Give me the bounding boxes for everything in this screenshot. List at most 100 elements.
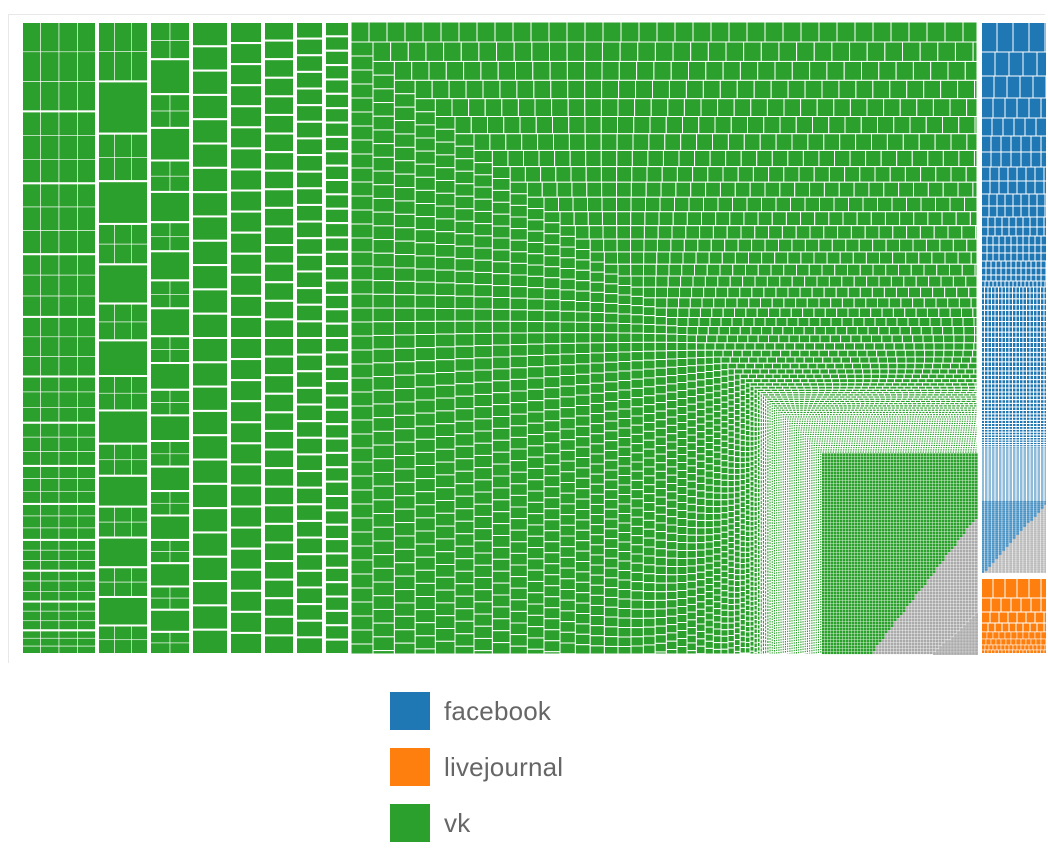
vk-cell[interactable] — [589, 423, 605, 435]
vk-cell[interactable] — [654, 419, 667, 429]
vk-cell[interactable] — [473, 613, 493, 627]
vk-cell[interactable] — [836, 307, 849, 319]
vk-cell[interactable] — [58, 645, 78, 655]
vk-cell[interactable] — [509, 622, 528, 636]
vk-cell[interactable] — [859, 263, 874, 277]
vk-cell[interactable] — [630, 636, 644, 647]
vk-cell[interactable] — [21, 503, 41, 517]
vk-cell[interactable] — [414, 556, 436, 571]
vk-cell[interactable] — [932, 286, 946, 299]
vk-cell[interactable] — [712, 133, 729, 151]
vk-cell[interactable] — [654, 324, 667, 335]
vk-cell[interactable] — [574, 519, 591, 531]
vk-cell[interactable] — [739, 484, 746, 492]
vk-cell[interactable] — [733, 574, 741, 582]
vk-cell[interactable] — [720, 616, 729, 624]
vk-cell[interactable] — [473, 320, 493, 334]
vk-cell[interactable] — [149, 175, 171, 193]
vk-cell[interactable] — [350, 69, 374, 85]
vk-cell[interactable] — [834, 342, 845, 351]
vk-cell[interactable] — [753, 553, 758, 559]
vk-cell[interactable] — [727, 591, 735, 599]
vk-cell[interactable] — [896, 149, 913, 168]
vk-cell[interactable] — [854, 373, 864, 380]
vk-cell[interactable] — [908, 21, 928, 43]
vk-cell[interactable] — [794, 342, 806, 351]
vk-cell[interactable] — [669, 251, 684, 265]
vk-cell[interactable] — [686, 442, 697, 451]
vk-cell[interactable] — [744, 509, 751, 516]
vk-cell[interactable] — [21, 515, 41, 529]
vk-cell[interactable] — [974, 116, 978, 135]
vk-cell[interactable] — [791, 133, 809, 151]
vk-cell[interactable] — [789, 349, 801, 358]
vk-cell[interactable] — [733, 485, 741, 493]
vk-cell[interactable] — [543, 607, 561, 620]
vk-cell[interactable] — [295, 470, 324, 489]
vk-cell[interactable] — [869, 382, 878, 387]
vk-cell[interactable] — [526, 208, 545, 221]
vk-cell[interactable] — [763, 286, 777, 299]
vk-cell[interactable] — [643, 225, 659, 240]
vk-cell[interactable] — [350, 265, 374, 281]
vk-cell[interactable] — [745, 362, 756, 370]
vk-cell[interactable] — [40, 451, 60, 467]
vk-cell[interactable] — [947, 60, 966, 81]
vk-cell[interactable] — [658, 211, 674, 227]
vk-cell[interactable] — [744, 456, 751, 463]
vk-cell[interactable] — [350, 279, 374, 295]
vk-cell[interactable] — [630, 525, 644, 537]
vk-cell[interactable] — [925, 238, 941, 253]
vk-cell[interactable] — [324, 366, 350, 382]
vk-cell[interactable] — [695, 542, 706, 551]
vk-cell[interactable] — [40, 230, 60, 255]
vk-cell[interactable] — [733, 468, 741, 475]
vk-cell[interactable] — [961, 225, 977, 240]
vk-cell[interactable] — [550, 79, 569, 100]
vk-cell[interactable] — [727, 442, 735, 451]
vk-cell[interactable] — [722, 349, 734, 358]
vk-cell[interactable] — [818, 297, 832, 309]
vk-cell[interactable] — [630, 470, 644, 481]
vk-cell[interactable] — [712, 404, 722, 412]
vk-cell[interactable] — [737, 334, 749, 344]
vk-cell[interactable] — [826, 60, 845, 81]
vk-cell[interactable] — [720, 564, 729, 572]
vk-cell[interactable] — [630, 553, 644, 564]
vk-cell[interactable] — [878, 362, 889, 370]
vk-cell[interactable] — [149, 191, 191, 223]
vk-cell[interactable] — [753, 539, 758, 545]
vk-cell[interactable] — [473, 186, 493, 200]
vk-cell[interactable] — [169, 440, 191, 455]
vk-cell[interactable] — [885, 317, 898, 327]
vk-cell[interactable] — [676, 494, 688, 503]
vk-cell[interactable] — [350, 517, 374, 533]
vk-cell[interactable] — [883, 181, 900, 198]
vk-cell[interactable] — [720, 421, 729, 429]
vk-cell[interactable] — [799, 349, 810, 358]
vk-cell[interactable] — [509, 506, 528, 520]
vk-cell[interactable] — [630, 562, 644, 573]
vk-cell[interactable] — [617, 342, 632, 353]
vk-cell[interactable] — [903, 342, 915, 351]
vk-cell[interactable] — [733, 568, 741, 576]
vk-cell[interactable] — [642, 297, 656, 308]
vk-cell[interactable] — [473, 406, 493, 420]
vk-cell[interactable] — [473, 174, 493, 188]
vk-cell[interactable] — [853, 368, 864, 375]
vk-cell[interactable] — [372, 170, 395, 186]
vk-cell[interactable] — [454, 220, 475, 235]
vk-cell[interactable] — [783, 263, 797, 277]
vk-cell[interactable] — [674, 196, 690, 213]
vk-cell[interactable] — [553, 133, 570, 151]
vk-cell[interactable] — [964, 60, 978, 81]
vk-cell[interactable] — [712, 553, 722, 562]
vk-cell[interactable] — [686, 542, 697, 552]
vk-cell[interactable] — [695, 630, 706, 640]
vk-cell[interactable] — [710, 238, 726, 253]
vk-cell[interactable] — [40, 316, 60, 338]
vk-cell[interactable] — [654, 513, 667, 524]
vk-cell[interactable] — [559, 332, 576, 344]
vk-cell[interactable] — [526, 230, 545, 243]
vk-cell[interactable] — [665, 358, 678, 368]
